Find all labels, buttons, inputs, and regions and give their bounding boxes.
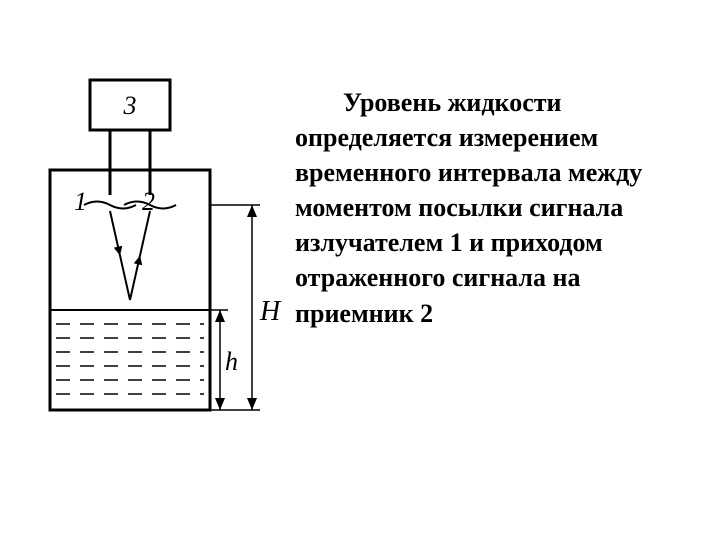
svg-text:2: 2 bbox=[142, 187, 155, 216]
svg-text:H: H bbox=[259, 296, 282, 327]
page: 3 1 2 Hh Уровень жидкости определяется изме… bbox=[0, 0, 720, 540]
description-text: Уровень жидкости определяется измерением… bbox=[295, 85, 695, 331]
svg-text:3: 3 bbox=[123, 91, 137, 120]
svg-text:h: h bbox=[225, 347, 238, 376]
level-sensor-diagram: 3 1 2 Hh bbox=[30, 70, 290, 440]
svg-text:1: 1 bbox=[74, 187, 87, 216]
description-block: Уровень жидкости определяется измерением… bbox=[295, 85, 695, 331]
diagram-container: 3 1 2 Hh bbox=[30, 70, 290, 445]
